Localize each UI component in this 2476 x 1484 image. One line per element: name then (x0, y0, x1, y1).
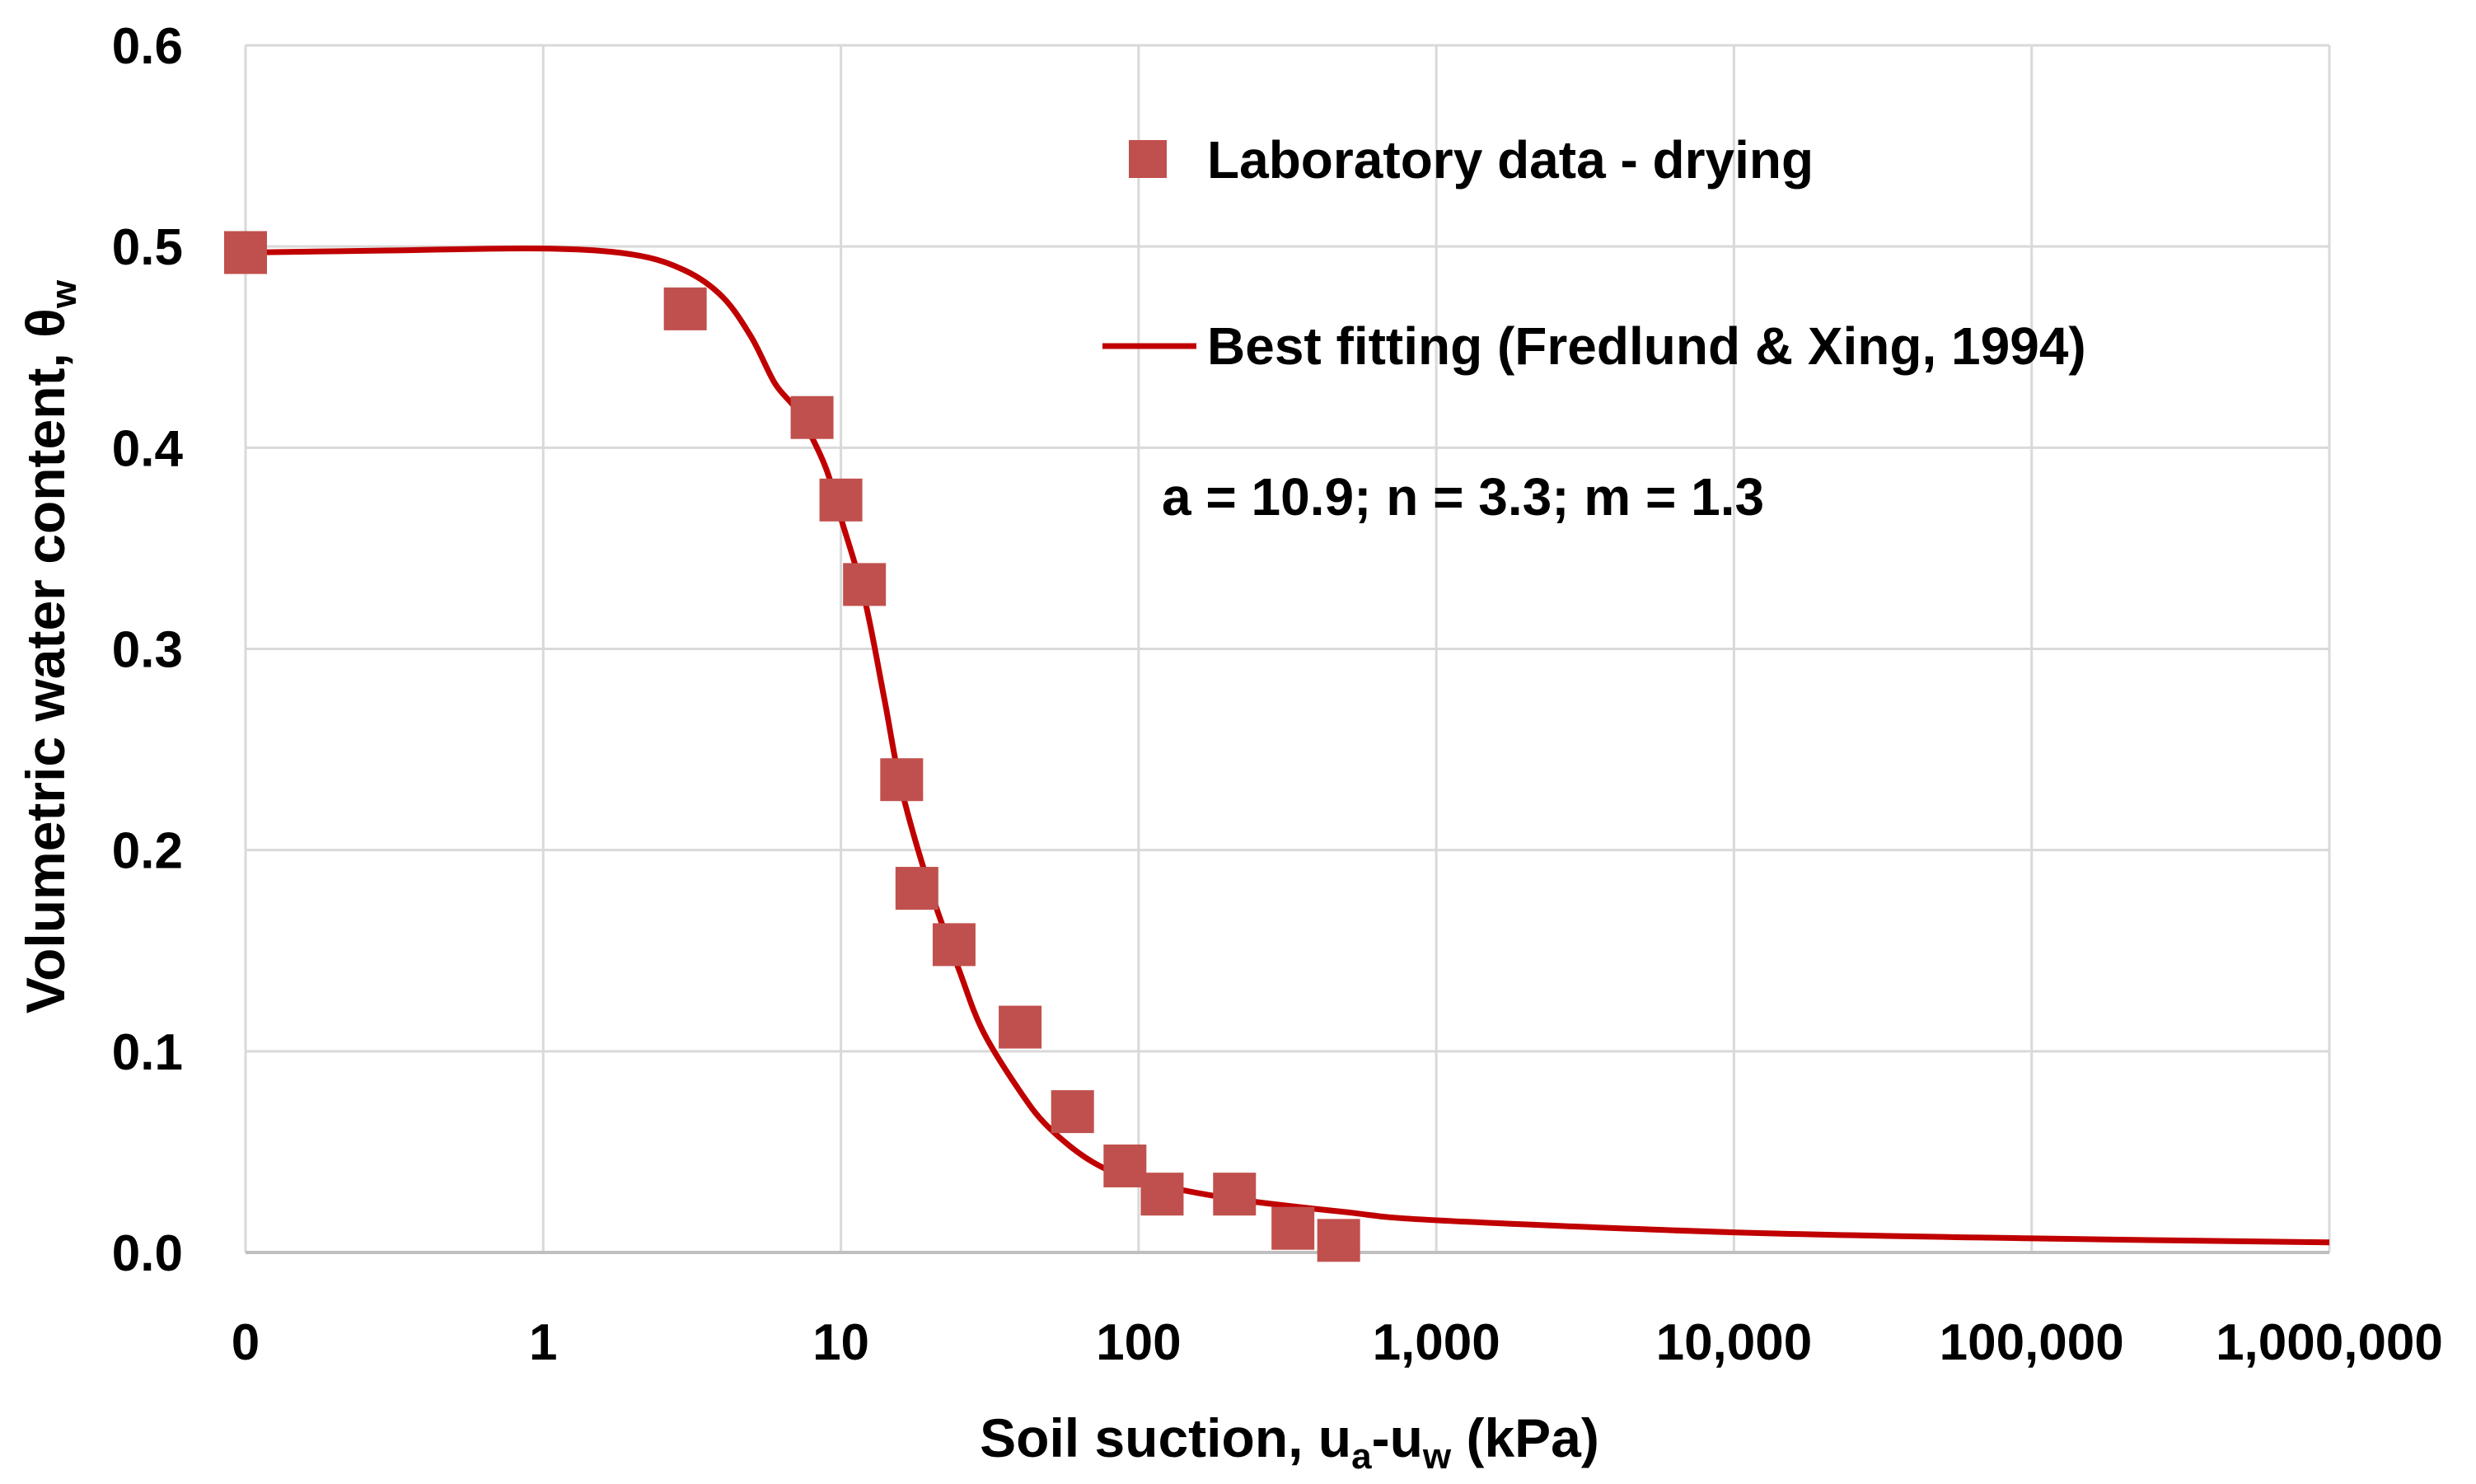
x-tick-label: 10 (812, 1314, 869, 1371)
legend-label-lab-data: Laboratory data - drying (1207, 130, 1814, 190)
x-tick-label: 100 (1096, 1314, 1181, 1371)
legend-marker-lab-data (1129, 140, 1167, 178)
y-axis-title-main: Volumetric water content, θ (15, 308, 76, 1014)
data-point (663, 287, 707, 330)
x-axis-title: Soil suction, ua-uw (kPa) (980, 1407, 1599, 1477)
y-axis-title-sub: w (44, 279, 84, 309)
data-point (1271, 1206, 1315, 1250)
x-tick-label: 0 (232, 1314, 260, 1371)
y-tick-label: 0.2 (112, 823, 183, 880)
plot-area (224, 231, 2330, 1262)
best-fit-curve (245, 245, 2330, 1246)
y-tick-label: 0.1 (112, 1024, 183, 1081)
x-axis-title-sub-a: a (1351, 1436, 1372, 1477)
data-point (1213, 1173, 1257, 1216)
legend-label-best-fit: Best fitting (Fredlund & Xing, 1994) (1207, 316, 2086, 376)
data-point (1317, 1219, 1360, 1262)
x-axis-title-tail: (kPa) (1451, 1407, 1599, 1468)
data-point (1103, 1145, 1147, 1188)
x-axis-title-sub-w: w (1422, 1436, 1452, 1477)
grid (244, 44, 2331, 1254)
data-point (1140, 1173, 1184, 1216)
x-axis-title-mid: -u (1372, 1407, 1423, 1468)
data-point (999, 1005, 1042, 1049)
data-point (224, 231, 267, 274)
data-point (895, 867, 938, 911)
data-point (1051, 1090, 1094, 1134)
data-point (819, 478, 863, 522)
x-tick-label: 1,000,000 (2216, 1314, 2443, 1371)
y-tick-label: 0.6 (112, 18, 183, 75)
y-tick-label: 0.4 (112, 420, 184, 477)
data-point (790, 396, 834, 439)
x-tick-label: 1 (529, 1314, 557, 1371)
y-tick-label: 0.5 (112, 219, 183, 276)
data-point (932, 923, 976, 967)
data-point (843, 563, 887, 606)
y-axis-title: Volumetric water content, θw (15, 279, 84, 1014)
x-tick-label: 10,000 (1656, 1314, 1813, 1371)
parameters-annotation: a = 10.9; n = 3.3; m = 1.3 (1162, 467, 1764, 527)
x-axis-title-main: Soil suction, u (980, 1407, 1351, 1468)
axes: 0 1 10 100 1,000 10,000 100,000 1,000,000 0.0 0.1… (112, 18, 2443, 1371)
x-tick-label: 1,000 (1373, 1314, 1500, 1371)
y-tick-label: 0.0 (112, 1225, 183, 1282)
x-tick-label: 100,000 (1940, 1314, 2124, 1371)
legend: Laboratory data - drying Best fitting (F… (1102, 130, 2086, 376)
data-point (880, 758, 924, 802)
y-tick-label: 0.3 (112, 622, 183, 679)
